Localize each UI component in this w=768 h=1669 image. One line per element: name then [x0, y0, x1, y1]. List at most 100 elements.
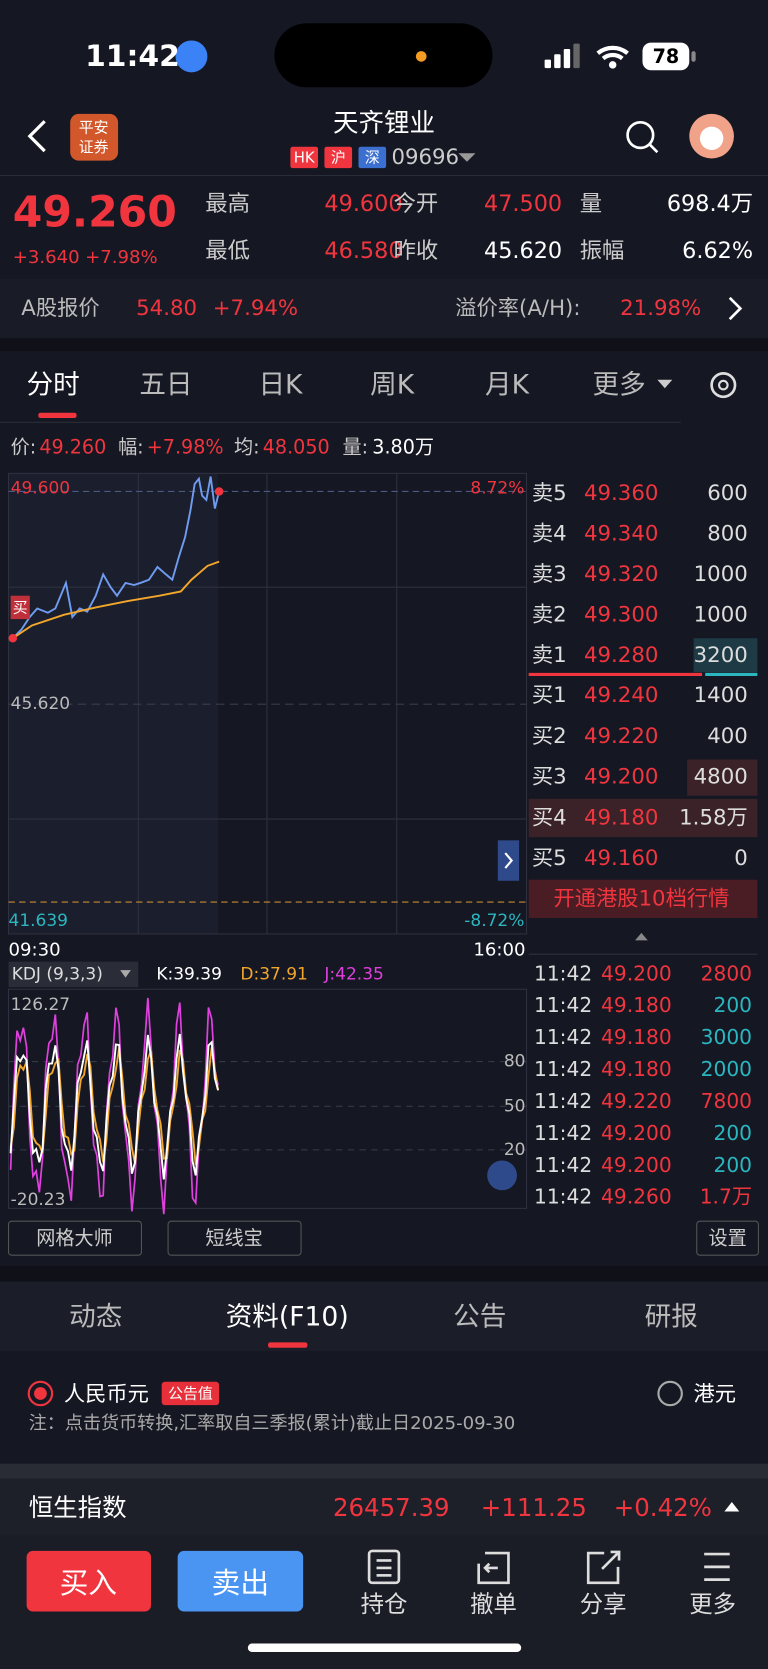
stat-value: 47.500	[484, 191, 562, 217]
chart-tab[interactable]: 日K	[258, 370, 303, 401]
sell-button[interactable]	[177, 1550, 304, 1612]
trade-time: 11:42	[534, 1121, 592, 1145]
buy-label: 买入	[60, 1566, 117, 1600]
battery-level: 78	[653, 45, 680, 68]
section-tabs	[0, 1281, 768, 1351]
ask-price: 49.300	[584, 602, 658, 627]
bid-label: 买1	[532, 683, 567, 708]
section-tab[interactable]: 研报	[645, 1301, 698, 1332]
ask-price: 49.360	[584, 481, 658, 506]
ask-volume: 800	[707, 522, 748, 547]
chart-tab[interactable]: 分时	[27, 370, 80, 401]
index-expand	[724, 1501, 740, 1512]
trade-price: 49.200	[601, 1153, 672, 1177]
kdj-level: 20	[504, 1140, 526, 1160]
premium-label: 溢价率(A/H):	[455, 296, 580, 321]
stat-label: 今开	[394, 191, 439, 217]
chart-tab[interactable]: 周K	[370, 370, 415, 401]
search-button[interactable]	[626, 121, 655, 150]
battery	[642, 42, 690, 71]
kdj-frame	[7, 988, 528, 1209]
tool-label[interactable]: 网格大师	[36, 1227, 113, 1250]
ask-label: 卖2	[532, 602, 567, 627]
code-dropdown[interactable]	[458, 153, 476, 162]
upgrade-banner[interactable]	[528, 879, 758, 919]
tool-button[interactable]	[696, 1220, 759, 1256]
back-button[interactable]	[27, 120, 46, 153]
buy-button[interactable]	[26, 1550, 152, 1612]
buy-marker-text: 买	[13, 598, 28, 616]
tool-button[interactable]	[7, 1220, 143, 1256]
indicator-dot	[415, 51, 427, 62]
index-change: +111.25	[481, 1493, 587, 1522]
radio-selected[interactable]	[27, 1380, 54, 1407]
indicator-dropdown	[120, 970, 131, 978]
stat-value: 6.62%	[682, 238, 753, 264]
currency-note: 注：点击货币转换,汇率取自三季报(累计)截止日2025-09-30	[29, 1413, 515, 1434]
stat-label: 量	[580, 191, 602, 217]
trade-price: 49.180	[601, 993, 672, 1017]
section-tab[interactable]: 公告	[453, 1301, 506, 1332]
kdj-level: 80	[504, 1052, 526, 1072]
info-value: 49.260	[39, 435, 106, 458]
tool-label[interactable]: 短线宝	[205, 1227, 262, 1250]
index-bar[interactable]	[0, 1478, 768, 1535]
section-tab[interactable]: 资料(F10)	[226, 1301, 349, 1332]
avatar-face	[699, 126, 724, 151]
high-label: 49.600	[11, 478, 70, 498]
trade-volume: 200	[713, 993, 752, 1017]
radio[interactable]	[657, 1380, 683, 1407]
trade-time: 11:42	[534, 993, 592, 1017]
currency-option: 人民币元	[64, 1382, 149, 1407]
bid-volume: 1400	[694, 683, 748, 708]
radio-dot	[34, 1387, 47, 1400]
chart-tab[interactable]: 更多	[592, 370, 645, 401]
average-line	[12, 560, 220, 640]
market-tag-bg	[324, 146, 353, 169]
ask-volume: 3200	[694, 643, 748, 668]
scroll-up[interactable]	[635, 932, 648, 941]
prev-close-label: 45.620	[11, 694, 70, 714]
ask-price: 49.280	[584, 643, 658, 668]
expand-arrow	[504, 852, 514, 869]
market-tag-bg	[358, 146, 387, 169]
ask-volume: 1000	[694, 602, 748, 627]
stat-label: 振幅	[580, 238, 625, 264]
stat-label: 最低	[205, 238, 250, 264]
stat-value: 49.600	[324, 191, 402, 217]
broker-logo-text: 平安	[79, 119, 109, 137]
stat-label: 昨收	[394, 238, 439, 264]
tool-label[interactable]: 设置	[708, 1227, 746, 1250]
indicator-selector[interactable]	[8, 961, 139, 988]
nav-label[interactable]: 更多	[689, 1590, 736, 1618]
nav-label[interactable]: 撤单	[470, 1590, 517, 1618]
trade-price: 49.260	[601, 1185, 672, 1209]
kdj-d-line	[9, 1047, 220, 1165]
fullscreen-button[interactable]	[487, 1160, 517, 1191]
time-start: 09:30	[9, 939, 61, 960]
nav-label[interactable]: 分享	[580, 1590, 627, 1618]
ask-price: 49.320	[584, 562, 658, 587]
last-price: 49.260	[13, 188, 177, 237]
a-share-row[interactable]	[0, 278, 768, 339]
settings-icon[interactable]	[710, 372, 737, 399]
section-tab[interactable]: 动态	[69, 1301, 122, 1332]
bid-volume: 400	[707, 724, 748, 749]
tool-button[interactable]	[167, 1220, 302, 1256]
ask-label: 卖3	[532, 562, 567, 587]
trade-volume: 7800	[701, 1089, 752, 1113]
info-label: 均:	[234, 435, 260, 458]
wifi-dot	[608, 61, 617, 69]
battery-cap	[691, 51, 696, 62]
chart-tab[interactable]: 五日	[139, 370, 192, 401]
more-dropdown	[657, 379, 673, 389]
info-value: +7.98%	[147, 435, 224, 458]
expand-book-button[interactable]	[497, 840, 520, 881]
chart-tab[interactable]: 月K	[485, 370, 530, 401]
a-share-label: A股报价	[21, 296, 99, 321]
ask-label: 卖5	[532, 481, 567, 506]
kdj-max: 126.27	[11, 995, 70, 1015]
nav-label[interactable]: 持仓	[361, 1590, 408, 1618]
clock: 11:42	[85, 39, 180, 74]
